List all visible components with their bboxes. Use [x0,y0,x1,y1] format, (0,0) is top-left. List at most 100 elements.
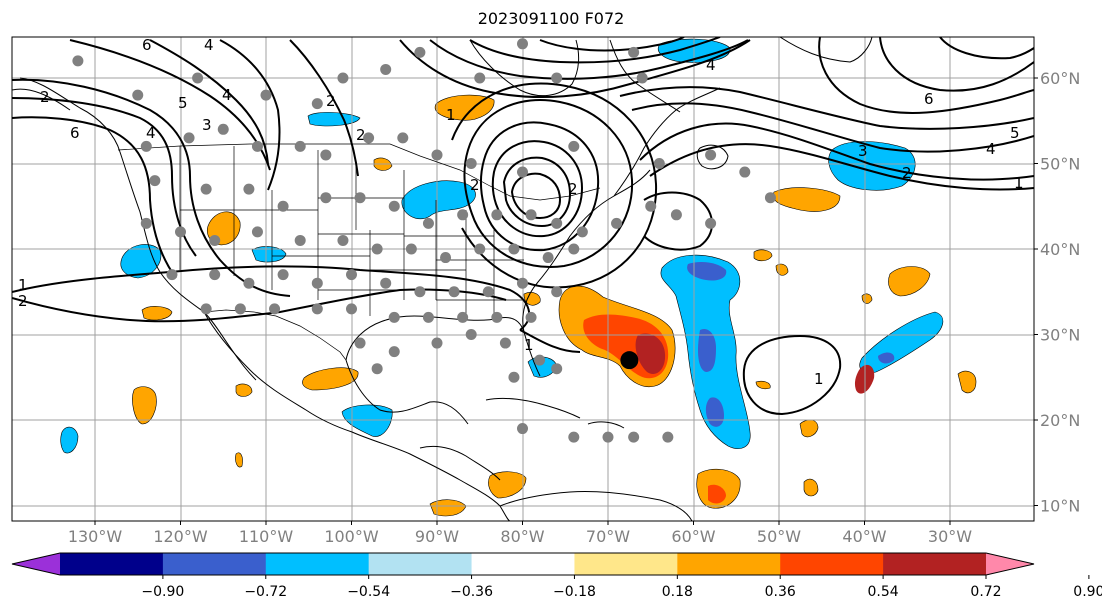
contour-low-1 [480,121,600,252]
contour-13 [539,37,685,52]
colorbar-tick-label: −0.36 [450,584,493,600]
station-marker [397,132,409,144]
station-marker [380,63,392,75]
colorbar-segment [574,553,678,575]
contour-mid-2 [519,329,581,353]
contour-east-4 [619,86,1034,130]
station-marker [517,423,528,435]
station-marker [628,431,640,443]
station-marker [337,234,349,246]
station-marker [764,192,776,204]
shade-blue-nw [307,112,361,127]
shade-orange-mex-pac [302,367,359,391]
station-marker [149,175,161,187]
station-marker [517,166,528,178]
station-marker [234,303,246,315]
station-marker [431,149,443,161]
longitude-tick-label: 70°W [586,527,630,546]
station-marker [294,140,306,152]
contour-label: 1 [18,276,28,294]
contour-10 [399,39,751,99]
baja-peninsula [203,311,257,381]
shade-orange-atl-s2 [803,478,819,497]
station-marker [200,183,212,195]
colorbar-outline [11,552,1035,576]
station-marker [636,72,648,84]
longitude-tick-label: 110°W [239,527,294,546]
station-marker [551,72,563,84]
contour-7 [149,39,269,165]
station-marker [388,311,400,323]
station-marker [337,72,349,84]
contour-label: 6 [70,124,80,142]
contour-label: 1 [814,370,824,388]
contour-4 [12,97,197,257]
colorbar-extend-max [986,553,1034,575]
political-borders [117,143,601,361]
contour-label: 3 [858,142,868,160]
shade-medblue-band-1 [687,262,727,281]
central-america [419,445,501,481]
station-marker [414,286,426,298]
station-marker [354,337,366,349]
contour-east-1 [639,122,1034,181]
contour-east-5 [818,37,1034,114]
contour-label: 4 [204,36,214,54]
station-marker [465,329,477,340]
shade-medblue-band-3 [705,397,724,427]
shade-blue-rockies [251,246,287,263]
longitude-tick-label: 50°W [757,527,801,546]
chart-title: 2023091100 F072 [477,9,625,28]
colorbar-tick-label: −0.54 [347,584,390,600]
shade-orange-small-1 [753,249,773,262]
station-marker [209,269,221,281]
station-marker [499,337,511,349]
shade-orange-pacific [132,386,157,425]
colorbar-tick-label: −0.18 [553,584,596,600]
shaded-anomalies [60,38,977,517]
station-marker [243,277,255,289]
contour-loop-east [742,334,842,416]
latitude-tick-label: 20°N [1040,411,1080,430]
colorbar-segment [471,553,575,575]
station-marker [705,217,717,229]
station-marker [542,252,554,264]
greenland-tip [779,37,873,63]
station-marker [243,183,255,195]
longitude-tick-label: 30°W [928,527,972,546]
contour-label: 4 [986,140,996,158]
shade-orange-small-5 [235,383,253,397]
contour-label: 5 [1010,124,1020,142]
station-marker [474,72,486,84]
contour-label: 2 [470,176,480,194]
florida-atlantic-coast [522,169,651,333]
contour-low-5 [463,99,634,268]
shade-red-tropics [708,484,726,504]
colorbar: −0.90 −0.72 −0.54 −0.36 −0.18 0.18 0.36 0.54 0.7… [11,552,1102,600]
station-marker [508,371,520,383]
contour-label: 1 [1014,174,1024,192]
canada-arctic [12,88,71,111]
station-marker [457,209,469,221]
contour-label: 2 [326,92,336,110]
us-canada-border [117,143,601,201]
colorbar-tick-label: 0.18 [662,584,693,600]
station-marker [662,431,674,443]
contour-label: 2 [356,126,366,144]
storm-center-marker [620,351,639,370]
latitude-tick-label: 50°N [1040,155,1080,174]
station-marker [311,277,323,289]
station-marker [405,243,417,255]
shade-blue-mexico [341,404,393,437]
station-marker [132,89,144,101]
station-marker [508,243,520,255]
station-marker [465,158,477,169]
shade-orange-east-2 [957,370,977,394]
station-marker [371,363,383,375]
colorbar-segment [368,553,473,575]
station-marker [251,140,263,152]
contour-3 [12,78,291,297]
contour-low-2 [491,140,584,238]
colorbar-segment [60,553,164,575]
colorbar-segment [780,553,884,575]
